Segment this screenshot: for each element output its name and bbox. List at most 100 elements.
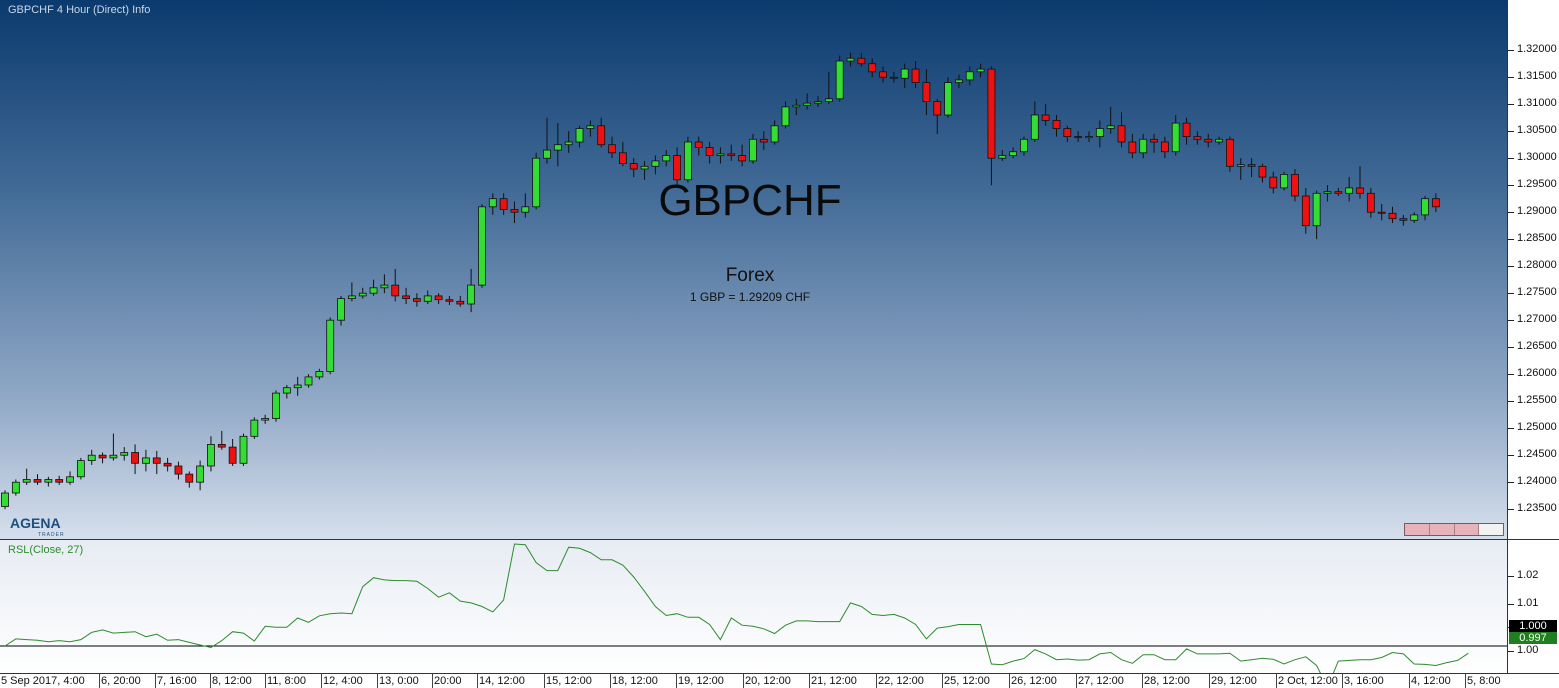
candle-body bbox=[760, 139, 767, 142]
time-axis-tick bbox=[432, 674, 433, 688]
time-axis-label: 5 Sep 2017, 4:00 bbox=[1, 675, 85, 687]
candle-body bbox=[695, 142, 702, 147]
candle-body bbox=[1226, 139, 1233, 166]
candle-body bbox=[273, 393, 280, 418]
rsl-axis-tick bbox=[1508, 651, 1514, 652]
candle-body bbox=[1205, 139, 1212, 142]
candle-body bbox=[1020, 139, 1027, 151]
candle-body bbox=[749, 139, 756, 161]
price-axis[interactable]: 1.32000 1.31500 1.31000 1.30500 1.30000 1.295… bbox=[1507, 0, 1559, 539]
candle-body bbox=[999, 156, 1006, 159]
candle-body bbox=[554, 145, 561, 150]
candle-body bbox=[771, 126, 778, 142]
candle-body bbox=[1042, 115, 1049, 120]
scroll-segment bbox=[1479, 524, 1503, 535]
candle-body bbox=[641, 166, 648, 169]
candle-body bbox=[934, 102, 941, 116]
candle-body bbox=[327, 320, 334, 371]
candle-body bbox=[23, 480, 30, 483]
time-axis-label: 22, 12:00 bbox=[878, 675, 924, 687]
rsl-reference-value: 1.000 bbox=[1509, 620, 1557, 632]
candle-body bbox=[739, 156, 746, 161]
price-axis-tick bbox=[1508, 293, 1514, 294]
rsl-chart-svg bbox=[0, 540, 1507, 673]
time-axis-tick bbox=[743, 674, 744, 688]
rsl-current-value: 0.997 bbox=[1509, 632, 1557, 644]
candle-body bbox=[1031, 115, 1038, 139]
candle-body bbox=[1172, 123, 1179, 152]
price-axis-label: 1.23500 bbox=[1517, 502, 1557, 514]
candle-body bbox=[901, 69, 908, 78]
candle-body bbox=[793, 105, 800, 107]
rsl-axis-tick bbox=[1508, 604, 1514, 605]
candle-body bbox=[262, 418, 269, 420]
candle-body bbox=[1161, 142, 1168, 152]
price-axis-tick bbox=[1508, 185, 1514, 186]
price-axis-tick bbox=[1508, 104, 1514, 105]
candle-body bbox=[1118, 126, 1125, 142]
price-axis-label: 1.26000 bbox=[1517, 367, 1557, 379]
time-axis-tick bbox=[265, 674, 266, 688]
time-axis-tick bbox=[377, 674, 378, 688]
candle-body bbox=[587, 126, 594, 129]
time-axis-tick bbox=[477, 674, 478, 688]
price-axis-label: 1.25500 bbox=[1517, 394, 1557, 406]
candle-body bbox=[847, 58, 854, 61]
price-axis-tick bbox=[1508, 374, 1514, 375]
candle-body bbox=[1096, 129, 1103, 137]
candle-body bbox=[955, 80, 962, 83]
time-axis-label: 29, 12:00 bbox=[1211, 675, 1257, 687]
candle-body bbox=[609, 145, 616, 153]
chart-scrollbar[interactable] bbox=[1404, 523, 1504, 536]
candle-body bbox=[175, 466, 182, 474]
candle-body bbox=[1064, 129, 1071, 137]
price-chart-panel[interactable]: GBPCHF 4 Hour (Direct) Info GBPCHF Forex… bbox=[0, 0, 1507, 539]
time-axis-label: 19, 12:00 bbox=[678, 675, 724, 687]
time-axis[interactable]: 5 Sep 2017, 4:00 6, 20:00 7, 16:00 8, 12:00… bbox=[0, 673, 1559, 688]
time-axis-label: 20:00 bbox=[434, 675, 462, 687]
time-axis-tick bbox=[1209, 674, 1210, 688]
time-axis-label: 8, 12:00 bbox=[212, 675, 252, 687]
time-axis-label: 11, 8:00 bbox=[267, 675, 306, 687]
candle-body bbox=[88, 455, 95, 460]
time-axis-tick bbox=[809, 674, 810, 688]
time-axis-tick bbox=[1009, 674, 1010, 688]
candle-body bbox=[815, 102, 822, 104]
price-axis-tick bbox=[1508, 50, 1514, 51]
price-axis-label: 1.30000 bbox=[1517, 151, 1557, 163]
candle-body bbox=[706, 147, 713, 155]
candle-body bbox=[240, 436, 247, 463]
time-axis-label: 20, 12:00 bbox=[745, 675, 791, 687]
time-axis-tick bbox=[1465, 674, 1466, 688]
price-axis-label: 1.29500 bbox=[1517, 178, 1557, 190]
candle-body bbox=[1086, 137, 1093, 138]
rsl-label: RSL(Close, 27) bbox=[8, 544, 83, 556]
candle-body bbox=[804, 103, 811, 105]
candle-body bbox=[652, 161, 659, 166]
candle-body bbox=[1151, 139, 1158, 142]
time-axis-label: 21, 12:00 bbox=[811, 675, 857, 687]
time-axis-tick bbox=[1142, 674, 1143, 688]
price-axis-tick bbox=[1508, 509, 1514, 510]
candle-body bbox=[34, 480, 41, 483]
price-axis-label: 1.28000 bbox=[1517, 259, 1557, 271]
time-axis-tick bbox=[1276, 674, 1277, 688]
rsl-axis[interactable]: 1.021.011.011.00 1.000 0.997 bbox=[1507, 540, 1559, 673]
candle-body bbox=[1140, 139, 1147, 153]
scroll-segment bbox=[1430, 524, 1455, 535]
price-axis-label: 1.24500 bbox=[1517, 448, 1557, 460]
price-axis-tick bbox=[1508, 266, 1514, 267]
price-axis-label: 1.26500 bbox=[1517, 340, 1557, 352]
price-axis-label: 1.27000 bbox=[1517, 313, 1557, 325]
time-axis-label: 26, 12:00 bbox=[1011, 675, 1057, 687]
candle-body bbox=[565, 142, 572, 145]
candle-body bbox=[197, 466, 204, 482]
candle-body bbox=[153, 458, 160, 463]
candle-body bbox=[45, 480, 52, 483]
candle-body bbox=[110, 455, 117, 458]
time-axis-tick bbox=[1409, 674, 1410, 688]
candle-body bbox=[164, 463, 171, 466]
candle-body bbox=[728, 154, 735, 156]
time-axis-tick bbox=[99, 674, 100, 688]
rsl-indicator-panel[interactable]: RSL(Close, 27) bbox=[0, 540, 1507, 673]
